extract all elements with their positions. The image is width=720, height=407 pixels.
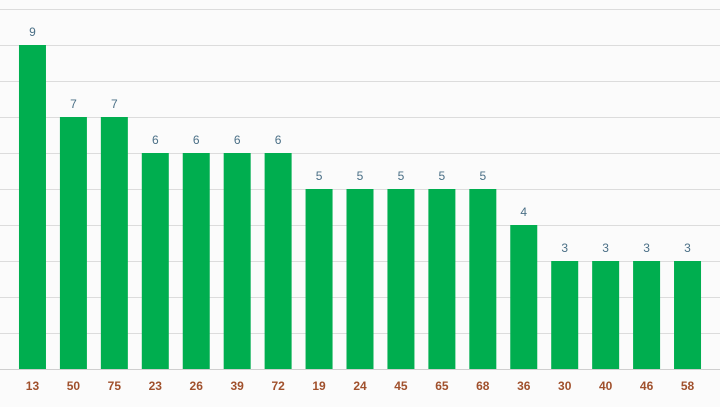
bar-26 — [182, 153, 210, 369]
x-tick-label-39: 39 — [231, 379, 245, 393]
value-label-75: 7 — [111, 97, 118, 111]
value-label-65: 5 — [439, 169, 446, 183]
value-label-40: 3 — [602, 241, 609, 255]
x-tick-label-45: 45 — [394, 379, 408, 393]
value-label-68: 5 — [479, 169, 486, 183]
value-label-50: 7 — [70, 97, 77, 111]
bar-36 — [510, 225, 538, 369]
bar-68 — [469, 189, 497, 369]
x-tick-label-40: 40 — [599, 379, 613, 393]
bar-58 — [674, 261, 702, 369]
x-tick-label-75: 75 — [108, 379, 122, 393]
x-tick-label-19: 19 — [312, 379, 326, 393]
value-label-45: 5 — [398, 169, 405, 183]
value-label-46: 3 — [643, 241, 650, 255]
x-tick-label-58: 58 — [681, 379, 695, 393]
bar-40 — [592, 261, 620, 369]
x-tick-label-13: 13 — [26, 379, 40, 393]
x-tick-label-46: 46 — [640, 379, 654, 393]
bar-13 — [18, 45, 46, 369]
value-labels: 9 7 7 6 6 6 6 5 5 5 5 5 4 3 3 3 3 — [29, 25, 691, 255]
bar-50 — [59, 117, 87, 369]
x-tick-label-30: 30 — [558, 379, 572, 393]
value-label-72: 6 — [275, 133, 282, 147]
bar-72 — [264, 153, 292, 369]
bar-65 — [428, 189, 456, 369]
x-tick-label-24: 24 — [353, 379, 367, 393]
value-label-39: 6 — [234, 133, 241, 147]
bars — [18, 45, 702, 369]
value-label-36: 4 — [520, 205, 527, 219]
value-label-26: 6 — [193, 133, 200, 147]
bar-30 — [551, 261, 579, 369]
x-tick-label-50: 50 — [67, 379, 81, 393]
x-tick-label-36: 36 — [517, 379, 531, 393]
value-label-30: 3 — [561, 241, 568, 255]
bar-39 — [223, 153, 251, 369]
x-tick-label-26: 26 — [190, 379, 204, 393]
x-tick-label-23: 23 — [149, 379, 163, 393]
bar-75 — [100, 117, 128, 369]
bar-45 — [387, 189, 415, 369]
x-tick-label-68: 68 — [476, 379, 490, 393]
x-tick-label-65: 65 — [435, 379, 449, 393]
bar-23 — [141, 153, 169, 369]
x-axis-tick-labels: 13 50 75 23 26 39 72 19 24 45 65 68 36 30 40 46 58 — [26, 379, 695, 393]
value-label-23: 6 — [152, 133, 159, 147]
bar-46 — [633, 261, 661, 369]
x-tick-label-72: 72 — [271, 379, 285, 393]
bar-19 — [305, 189, 333, 369]
value-label-19: 5 — [316, 169, 323, 183]
value-label-24: 5 — [357, 169, 364, 183]
value-label-13: 9 — [29, 25, 36, 39]
value-label-58: 3 — [684, 241, 691, 255]
bar-24 — [346, 189, 374, 369]
